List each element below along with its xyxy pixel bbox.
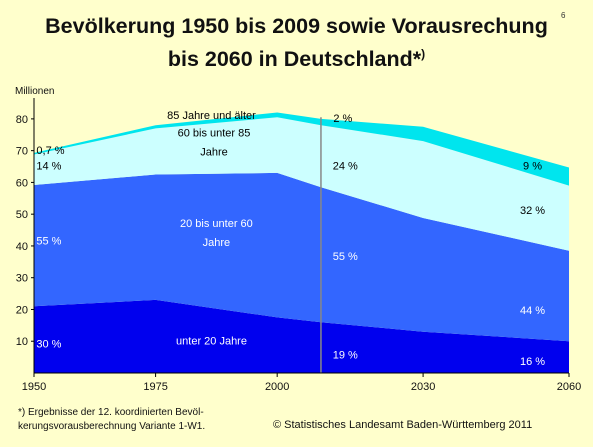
x-tick-label: 2060 bbox=[557, 381, 581, 393]
y-tick-label: 50 bbox=[16, 209, 28, 221]
footnote-line-2: kerungsvorausberechnung Variante 1-W1. bbox=[18, 421, 206, 432]
x-tick-label: 2030 bbox=[411, 381, 435, 393]
data-label: 19 % bbox=[333, 350, 358, 362]
area-unter-20-jahre bbox=[34, 299, 569, 373]
data-label: Jahre bbox=[200, 146, 228, 158]
chart-title-sup: ) bbox=[421, 47, 426, 61]
data-label: 30 % bbox=[36, 339, 61, 351]
data-label: 55 % bbox=[333, 251, 358, 263]
area-series-group bbox=[34, 112, 569, 373]
y-tick-label: 80 bbox=[16, 114, 28, 126]
chart-title-line-1: Bevölkerung 1950 bis 2009 sowie Vorausre… bbox=[0, 13, 593, 39]
data-label: 44 % bbox=[520, 305, 545, 317]
x-tick-label: 2000 bbox=[265, 381, 289, 393]
footnote-line-1: *) Ergebnisse der 12. koordinierten Bevö… bbox=[18, 407, 204, 418]
data-label: 16 % bbox=[520, 356, 545, 368]
page-number: 6 bbox=[561, 11, 566, 20]
chart-title-line-2: bis 2060 in Deutschland*) bbox=[0, 41, 593, 72]
chart-title-text-2: bis 2060 in Deutschland* bbox=[167, 47, 422, 72]
area-20-bis-unter-60-jahre bbox=[34, 172, 569, 342]
data-label: 2 % bbox=[333, 113, 352, 125]
data-label: 85 Jahre und älter bbox=[167, 110, 256, 122]
chart-title-text-1: Bevölkerung 1950 bis 2009 sowie Vorausre… bbox=[45, 14, 548, 38]
data-label: Jahre bbox=[203, 237, 231, 249]
data-label: 55 % bbox=[36, 235, 61, 247]
y-tick-label: 40 bbox=[16, 241, 28, 253]
data-label: 32 % bbox=[520, 205, 545, 217]
data-label: 14 % bbox=[36, 161, 61, 173]
y-tick-label: 20 bbox=[16, 304, 28, 316]
y-tick-label: 30 bbox=[16, 273, 28, 285]
data-label: 24 % bbox=[333, 161, 358, 173]
area-85-jahre-und-lter bbox=[34, 112, 569, 186]
y-tick-label: 60 bbox=[16, 177, 28, 189]
data-label: 0,7 % bbox=[36, 145, 64, 157]
y-unit-label: Millionen bbox=[15, 86, 54, 97]
area-60-bis-unter-85-jahre bbox=[34, 117, 569, 251]
y-tick-label: 10 bbox=[16, 336, 28, 348]
copyright: © Statistisches Landesamt Baden-Württemb… bbox=[273, 419, 533, 431]
data-labels-group: 0,7 % 14 % 55 % 30 % 85 Jahre und älter 60 bi… bbox=[36, 110, 545, 368]
footnote: *) Ergebnisse der 12. koordinierten Bevö… bbox=[18, 406, 205, 434]
data-label: 60 bis unter 85 bbox=[178, 127, 251, 139]
data-label: 9 % bbox=[523, 161, 542, 173]
x-tick-label: 1950 bbox=[22, 381, 46, 393]
x-tick-label: 1975 bbox=[143, 381, 167, 393]
data-label: 20 bis unter 60 bbox=[180, 218, 253, 230]
data-label: unter 20 Jahre bbox=[176, 335, 247, 347]
y-tick-label: 70 bbox=[16, 146, 28, 158]
